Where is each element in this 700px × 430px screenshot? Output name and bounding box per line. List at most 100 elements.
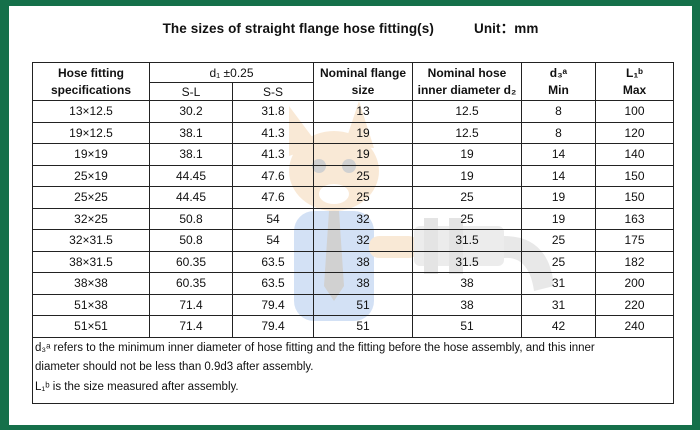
cell-l1: 175	[595, 229, 674, 252]
cell-l1: 182	[595, 250, 674, 273]
cell-d3: 31	[521, 272, 596, 295]
cell-flange: 38	[313, 272, 413, 295]
cell-spec: 32×25	[32, 207, 150, 230]
cell-d3: 14	[521, 143, 596, 166]
table-row: 25×25 44.45 47.6 25 25 19 150	[32, 186, 674, 209]
header-spec: Hose fitting specifications	[32, 62, 150, 101]
cell-d3: 25	[521, 229, 596, 252]
cell-sl: 60.35	[149, 272, 233, 295]
notes-cell: d₃ᵃ refers to the minimum inner diameter…	[32, 336, 674, 404]
cell-inner: 19	[412, 164, 522, 187]
cell-d3: 19	[521, 207, 596, 230]
table-row: 38×38 60.35 63.5 38 38 31 200	[32, 272, 674, 295]
cell-spec: 32×31.5	[32, 229, 150, 252]
header-d3: d₃ᵃ Min	[521, 62, 596, 101]
cell-sl: 71.4	[149, 315, 233, 338]
cell-l1: 240	[595, 315, 674, 338]
note-line-2: diameter should not be less than 0.9d3 a…	[35, 361, 314, 373]
header-row-2: S-L S-S	[33, 82, 674, 101]
header-row-1: Hose fitting specifications d₁ ±0.25 Nom…	[32, 62, 674, 101]
note-line-3: L₁ᵇ is the size measured after assembly.	[35, 380, 239, 393]
cell-l1: 150	[595, 186, 674, 209]
cell-d3: 19	[521, 186, 596, 209]
cell-spec: 25×25	[32, 186, 150, 209]
specification-table: Hose fitting specifications d₁ ±0.25 Nom…	[32, 62, 674, 404]
table-row: 51×38 71.4 79.4 51 38 31 220	[32, 293, 674, 316]
cell-flange: 25	[313, 186, 413, 209]
cell-inner: 31.5	[412, 229, 522, 252]
cell-sl: 44.45	[149, 164, 233, 187]
cell-sl: 30.2	[149, 100, 233, 123]
cell-d3: 42	[521, 315, 596, 338]
cell-inner: 12.5	[412, 100, 522, 123]
header-d1: d₁ ±0.25	[149, 62, 314, 83]
cell-flange: 51	[313, 293, 413, 316]
cell-l1: 220	[595, 293, 674, 316]
cell-sl: 50.8	[149, 229, 233, 252]
cell-flange: 13	[313, 100, 413, 123]
cell-spec: 19×19	[32, 143, 150, 166]
cell-ss: 63.5	[232, 272, 314, 295]
cell-ss: 79.4	[232, 315, 314, 338]
cell-sl: 38.1	[149, 121, 233, 144]
header-d3-label: d₃ᵃ	[549, 65, 568, 80]
cell-ss: 41.3	[232, 121, 314, 144]
cell-spec: 51×38	[32, 293, 150, 316]
cell-spec: 25×19	[32, 164, 150, 187]
content-card: The sizes of straight flange hose fittin…	[9, 6, 692, 425]
cell-inner: 19	[412, 143, 522, 166]
header-d3-sub: Min	[548, 82, 569, 97]
cell-sl: 71.4	[149, 293, 233, 316]
cell-ss: 47.6	[232, 164, 314, 187]
table-row: 25×19 44.45 47.6 25 19 14 150	[32, 164, 674, 187]
table-row: 32×31.5 50.8 54 32 31.5 25 175	[32, 229, 674, 252]
cell-flange: 32	[313, 207, 413, 230]
cell-sl: 60.35	[149, 250, 233, 273]
cell-ss: 54	[232, 229, 314, 252]
cell-l1: 120	[595, 121, 674, 144]
cell-ss: 31.8	[232, 100, 314, 123]
cell-flange: 51	[313, 315, 413, 338]
header-flange: Nominal flange size	[313, 62, 413, 101]
table-row: 38×31.5 60.35 63.5 38 31.5 25 182	[32, 250, 674, 273]
header-l1-label: L₁ᵇ	[626, 65, 643, 80]
header-l1-sub: Max	[622, 82, 647, 97]
unit-label: Unit：mm	[473, 21, 539, 36]
cell-ss: 41.3	[232, 143, 314, 166]
cell-flange: 32	[313, 229, 413, 252]
cell-flange: 19	[313, 143, 413, 166]
cell-inner: 12.5	[412, 121, 522, 144]
cell-spec: 38×38	[32, 272, 150, 295]
cell-l1: 100	[595, 100, 674, 123]
cell-sl: 44.45	[149, 186, 233, 209]
cell-inner: 31.5	[412, 250, 522, 273]
cell-ss: 47.6	[232, 186, 314, 209]
cell-l1: 150	[595, 164, 674, 187]
cell-sl: 50.8	[149, 207, 233, 230]
title-text: The sizes of straight flange hose fittin…	[162, 21, 434, 36]
cell-inner: 25	[412, 207, 522, 230]
note-line-1: d₃ᵃ refers to the minimum inner diameter…	[35, 341, 595, 354]
cell-l1: 200	[595, 272, 674, 295]
cell-inner: 38	[412, 293, 522, 316]
cell-ss: 79.4	[232, 293, 314, 316]
cell-flange: 25	[313, 164, 413, 187]
table-row: 19×19 38.1 41.3 19 19 14 140	[32, 143, 674, 166]
notes-row: d₃ᵃ refers to the minimum inner diameter…	[32, 336, 674, 404]
cell-ss: 63.5	[232, 250, 314, 273]
cell-d3: 14	[521, 164, 596, 187]
cell-flange: 38	[313, 250, 413, 273]
cell-inner: 38	[412, 272, 522, 295]
page-title: The sizes of straight flange hose fittin…	[9, 17, 692, 37]
cell-l1: 163	[595, 207, 674, 230]
table-row: 19×12.5 38.1 41.3 19 12.5 8 120	[32, 121, 674, 144]
cell-d3: 31	[521, 293, 596, 316]
table-row: 51×51 71.4 79.4 51 51 42 240	[32, 315, 674, 338]
cell-ss: 54	[232, 207, 314, 230]
cell-flange: 19	[313, 121, 413, 144]
cell-spec: 51×51	[32, 315, 150, 338]
header-inner: Nominal hose inner diameter d₂	[412, 62, 522, 101]
header-ss: S-S	[232, 82, 314, 101]
cell-inner: 51	[412, 315, 522, 338]
cell-inner: 25	[412, 186, 522, 209]
